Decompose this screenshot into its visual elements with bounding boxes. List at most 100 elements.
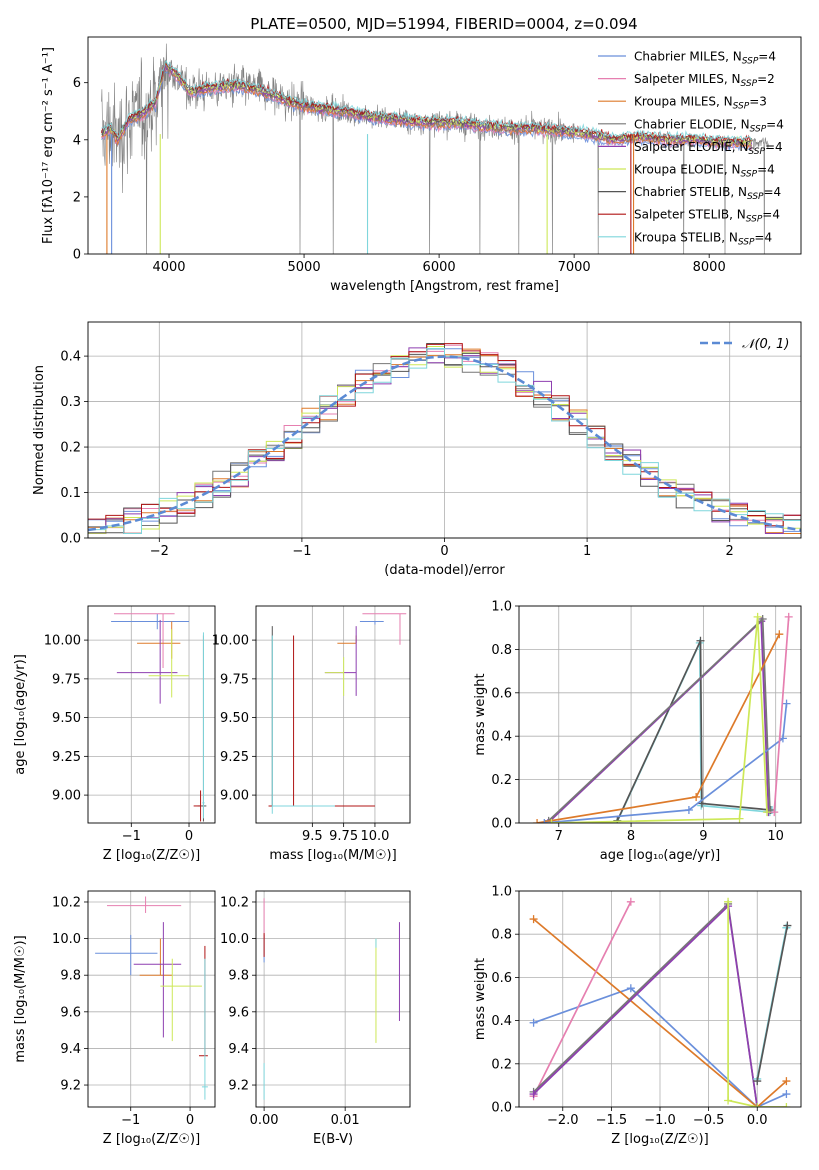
x-tick-label: 9.5 [302, 829, 323, 844]
x-tick-label: 0 [185, 829, 193, 844]
plot-area [263, 898, 400, 1100]
legend-entry: Chabrier MILES, NSSP=4 [634, 50, 776, 67]
panel-spectrum: 4000 5000 6000 7000 8000 0 2 4 6 wavelength [Angs… [41, 36, 802, 294]
x-tick-label: 5000 [288, 260, 321, 275]
y-tick-label: 10.00 [212, 634, 249, 649]
plot-area [95, 896, 208, 1100]
y-tick-label: 0.2 [491, 1057, 512, 1072]
weight-series [536, 633, 781, 823]
axes-frame [518, 890, 802, 1108]
weight-series [547, 619, 770, 823]
x-axis-label: Z [log₁₀(Z/Z☉)] [103, 1132, 200, 1147]
panel-weight_vs_Z: −2.0 −1.5 −1.0 −0.5 0.0 0.0 0.2 0.4 0.6 0.8 1.0 Z [… [473, 885, 802, 1147]
y-tick-label: 9.4 [228, 1042, 249, 1057]
weight-marker [753, 1103, 762, 1107]
y-axis-label: mass [log₁₀(M/M☉)] [13, 935, 28, 1062]
y-tick-label: 9.25 [220, 750, 249, 765]
axes-frame [518, 605, 802, 824]
y-axis-label: age [log₁₀(age/yr)] [13, 654, 28, 775]
y-axis-label: mass weight [473, 958, 488, 1040]
x-tick-label: 0.0 [747, 1113, 768, 1128]
y-tick-label: 0.6 [491, 686, 512, 701]
y-tick-label: 1.0 [491, 600, 512, 615]
weight-marker [775, 630, 784, 639]
legend-entry: Salpeter STELIB, NSSP=4 [634, 208, 780, 225]
plot-area [529, 897, 792, 1107]
normal-curve [88, 355, 801, 532]
y-tick-label: 10.2 [52, 895, 81, 910]
legend-entry: Chabrier ELODIE, NSSP=4 [634, 117, 784, 134]
y-tick-label: 9.75 [52, 672, 81, 687]
weight-marker [782, 1103, 791, 1107]
axes-frame [87, 605, 216, 824]
y-axis-label: Flux [fλ10⁻¹⁷ erg cm⁻² s⁻¹ A⁻¹] [41, 47, 56, 244]
y-tick-label: 1.0 [491, 885, 512, 900]
x-axis-label: E(B-V) [313, 1132, 353, 1147]
x-tick-label: 8000 [693, 260, 726, 275]
weight-series [551, 616, 768, 823]
weight-marker [692, 792, 701, 801]
y-tick-label: 9.2 [60, 1079, 81, 1094]
weight-marker [735, 814, 744, 823]
x-tick-label: 9.75 [329, 829, 358, 844]
y-tick-label: 0.2 [60, 441, 81, 456]
x-axis-label: wavelength [Angstrom, rest frame] [330, 279, 559, 294]
panel-mass_vs_EBV: 0.00 0.01 9.2 9.4 9.6 9.8 10.0 10.2 E(B-V) [220, 890, 411, 1147]
x-tick-label: −2.0 [547, 1113, 579, 1128]
y-tick-label: 9.8 [60, 969, 81, 984]
x-tick-label: 10.0 [360, 829, 389, 844]
x-tick-label: 0.00 [250, 1113, 279, 1128]
y-axis-label: Normed distribution [32, 365, 47, 495]
model-line [101, 62, 753, 143]
panel-weight_vs_age: 7 8 9 10 0.0 0.2 0.4 0.6 0.8 1.0 age [log₁₀(age/yr… [473, 600, 802, 863]
weight-series [533, 904, 759, 1107]
legend: Chabrier MILES, NSSP=4 Salpeter MILES, NS… [598, 50, 784, 247]
y-tick-label: 9.75 [220, 672, 249, 687]
weight-series [532, 901, 632, 1097]
x-tick-label: −1 [292, 544, 311, 559]
weight-series [615, 642, 773, 823]
weight-series [533, 918, 787, 1107]
weight-series [773, 616, 790, 813]
x-tick-label: −1.5 [596, 1113, 628, 1128]
weight-series [544, 703, 788, 823]
y-tick-label: 10.0 [220, 932, 249, 947]
plot-area [268, 613, 407, 814]
weight-marker [783, 921, 792, 930]
plot-area [88, 343, 801, 534]
y-tick-label: 9.8 [228, 969, 249, 984]
weight-marker [540, 819, 549, 823]
x-tick-label: 0 [186, 1113, 194, 1128]
y-tick-label: 6 [73, 76, 81, 91]
legend-entry: 𝒩(0, 1) [742, 337, 789, 352]
weight-marker [724, 1096, 733, 1105]
x-tick-label: −1.0 [644, 1113, 676, 1128]
axes-frame [87, 890, 216, 1108]
legend-entry: Salpeter MILES, NSSP=2 [634, 72, 775, 89]
axes-frame [87, 321, 802, 539]
y-tick-label: 0.8 [491, 643, 512, 658]
weight-marker [529, 1090, 538, 1099]
y-tick-label: 9.50 [52, 711, 81, 726]
x-axis-label: age [log₁₀(age/yr)] [600, 848, 721, 863]
legend-entry: Kroupa MILES, NSSP=3 [634, 95, 767, 112]
y-axis-label: mass weight [473, 673, 488, 755]
y-tick-label: 4 [73, 133, 81, 148]
weight-marker [626, 984, 635, 993]
y-tick-label: 0.4 [491, 730, 512, 745]
weight-marker [763, 808, 772, 817]
y-tick-label: 10.0 [52, 932, 81, 947]
x-tick-label: 1 [583, 544, 591, 559]
weight-marker [758, 615, 767, 624]
y-tick-label: 9.00 [52, 789, 81, 804]
weight-marker [753, 612, 762, 621]
x-tick-label: 6000 [423, 260, 456, 275]
weight-marker [547, 819, 556, 823]
panel-residuals: −2 −1 0 1 2 0.0 0.1 0.2 0.3 0.4 (data-model)/error… [32, 321, 802, 578]
weight-marker [684, 805, 693, 814]
x-tick-label: 9 [699, 829, 707, 844]
y-tick-label: 9.00 [220, 789, 249, 804]
plot-area [111, 613, 207, 822]
